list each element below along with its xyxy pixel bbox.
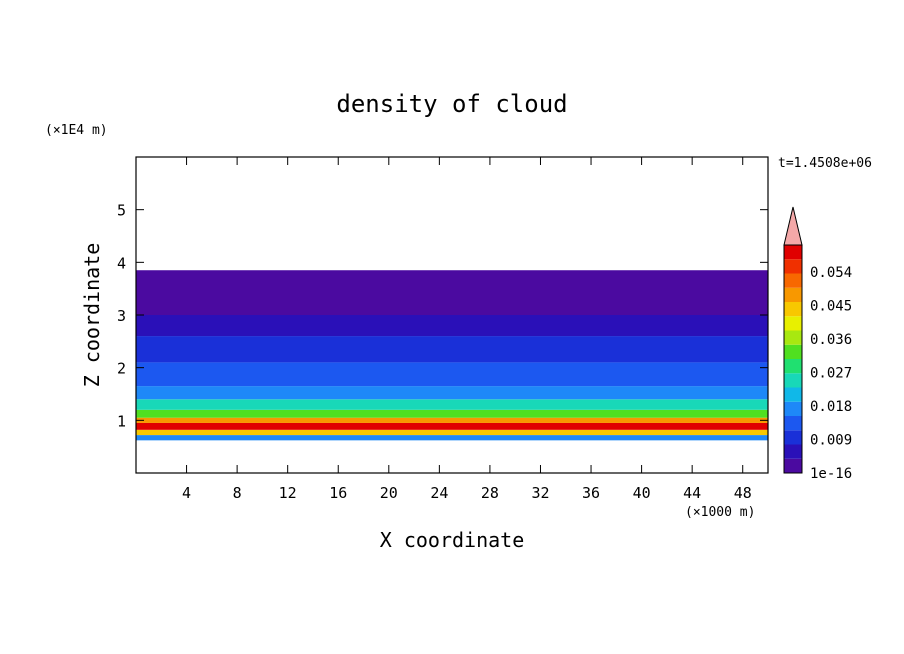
density-layer-9 [136, 315, 768, 337]
x-axis-label: X coordinate [380, 528, 525, 552]
colorbar-level-12 [784, 287, 802, 302]
colorbar-overflow-arrow [783, 206, 803, 246]
density-layer-3 [136, 417, 768, 423]
x-tick-label-3: 16 [329, 484, 347, 502]
colorbar-level-5 [784, 387, 802, 402]
colorbar-level-2 [784, 430, 802, 445]
y-unit-label: (×1E4 m) [45, 123, 108, 138]
colorbar-level-14 [784, 259, 802, 274]
colorbar: 1e-16 0.009 0.018 0.027 0.036 0.045 0.054 [783, 206, 852, 482]
colorbar-tick-label-5: 0.045 [810, 298, 852, 314]
y-tick-label-3: 4 [117, 254, 126, 272]
colorbar-level-6 [784, 373, 802, 388]
colorbar-level-3 [784, 416, 802, 431]
colorbar-tick-label-2: 0.018 [810, 399, 852, 415]
colorbar-level-0 [784, 458, 802, 473]
colorbar-level-13 [784, 273, 802, 288]
colorbar-level-15 [784, 245, 802, 260]
colorbar-tick-label-0: 1e-16 [810, 466, 852, 482]
x-tick-label-11: 48 [734, 484, 752, 502]
x-tick-label-9: 40 [633, 484, 651, 502]
colorbar-level-7 [784, 359, 802, 374]
chart-title: density of cloud [336, 90, 567, 118]
x-tick-label-6: 28 [481, 484, 499, 502]
y-axis-ticks: 1 2 3 4 5 [117, 202, 768, 430]
y-tick-label-2: 3 [117, 307, 126, 325]
time-label: t=1.4508e+06 [778, 156, 872, 171]
density-layer-4 [136, 409, 768, 418]
x-tick-label-5: 24 [430, 484, 448, 502]
density-field [136, 270, 768, 441]
colorbar-level-10 [784, 316, 802, 331]
colorbar-level-9 [784, 330, 802, 345]
colorbar-level-8 [784, 344, 802, 359]
y-tick-label-0: 1 [117, 412, 126, 430]
colorbar-tick-label-4: 0.036 [810, 332, 852, 348]
colorbar-level-4 [784, 401, 802, 416]
density-layer-0 [136, 435, 768, 441]
x-tick-label-1: 8 [233, 484, 242, 502]
density-layer-6 [136, 386, 768, 400]
colorbar-tick-label-1: 0.009 [810, 432, 852, 448]
colorbar-tick-label-3: 0.027 [810, 365, 852, 381]
y-tick-label-4: 5 [117, 202, 126, 220]
density-layer-10 [136, 270, 768, 315]
colorbar-tick-label-6: 0.054 [810, 265, 852, 281]
x-axis-ticks: 4 8 12 16 20 24 28 32 36 40 44 48 [182, 157, 752, 502]
x-tick-label-2: 12 [279, 484, 297, 502]
colorbar-level-1 [784, 444, 802, 459]
x-tick-label-8: 36 [582, 484, 600, 502]
x-tick-label-10: 44 [683, 484, 701, 502]
colorbar-level-11 [784, 302, 802, 317]
x-tick-label-0: 4 [182, 484, 191, 502]
density-layer-8 [136, 336, 768, 363]
density-layer-7 [136, 362, 768, 387]
x-tick-label-4: 20 [380, 484, 398, 502]
x-unit-label: (×1000 m) [685, 505, 755, 520]
x-tick-label-7: 32 [531, 484, 549, 502]
density-layer-2 [136, 422, 768, 430]
density-layer-1 [136, 429, 768, 436]
density-layer-5 [136, 399, 768, 410]
y-axis-label: Z coordinate [80, 243, 104, 388]
y-tick-label-1: 2 [117, 360, 126, 378]
